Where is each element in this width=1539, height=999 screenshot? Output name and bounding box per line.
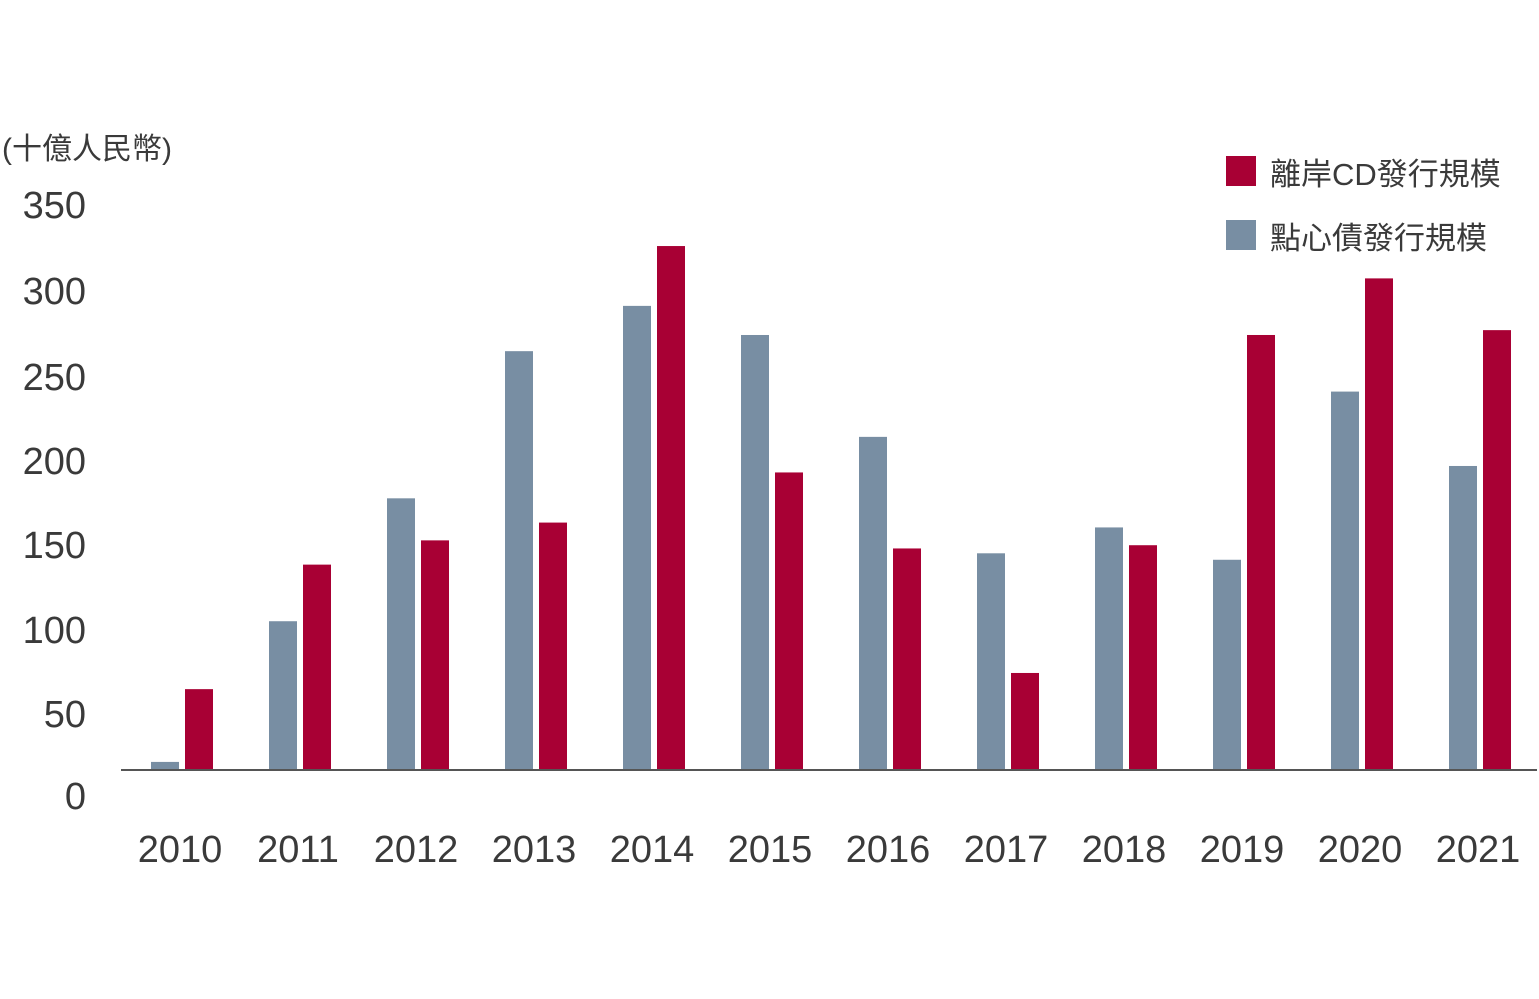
bar-dim-sum-bond-2016 [859, 436, 887, 770]
legend-label-dim-sum-bond: 點心債發行規模 [1270, 220, 1487, 256]
y-tick-label-150: 150 [23, 525, 86, 567]
bar-offshore-cd-2017 [1011, 672, 1039, 770]
x-tick-label-2018: 2018 [1082, 829, 1167, 871]
bar-dim-sum-bond-2017 [977, 553, 1005, 770]
bar-offshore-cd-2019 [1247, 334, 1275, 770]
legend: 離岸CD發行規模 點心債發行規模 [1226, 152, 1501, 280]
bar-dim-sum-bond-2011 [269, 621, 297, 770]
bar-dim-sum-bond-2013 [505, 351, 533, 770]
y-tick-label-300: 300 [23, 271, 86, 313]
bar-offshore-cd-2014 [657, 246, 685, 770]
y-tick-label-200: 200 [23, 441, 86, 483]
legend-item-offshore-cd: 離岸CD發行規模 [1226, 152, 1501, 192]
x-tick-label-2014: 2014 [610, 829, 695, 871]
x-tick-label-2011: 2011 [257, 829, 339, 871]
x-tick-label-2021: 2021 [1436, 829, 1521, 871]
y-tick-label-250: 250 [23, 357, 86, 399]
legend-swatch-offshore-cd [1226, 156, 1256, 186]
bar-offshore-cd-2015 [775, 472, 803, 770]
bar-offshore-cd-2013 [539, 522, 567, 770]
bar-dim-sum-bond-2012 [387, 498, 415, 770]
legend-item-dim-sum-bond: 點心債發行規模 [1226, 216, 1501, 256]
y-tick-label-350: 350 [23, 185, 86, 227]
bar-dim-sum-bond-2015 [741, 334, 769, 770]
y-tick-label-100: 100 [23, 610, 86, 652]
x-tick-label-2016: 2016 [846, 829, 931, 871]
x-tick-label-2020: 2020 [1318, 829, 1403, 871]
y-tick-label-50: 50 [44, 694, 86, 736]
x-tick-label-2013: 2013 [492, 829, 577, 871]
y-axis-unit-label: (十億人民幣) [2, 133, 172, 166]
bar-offshore-cd-2021 [1483, 330, 1511, 770]
x-tick-label-2019: 2019 [1200, 829, 1285, 871]
x-tick-label-2015: 2015 [728, 829, 813, 871]
bar-dim-sum-bond-2010 [151, 761, 179, 770]
bar-offshore-cd-2011 [303, 564, 331, 770]
bar-offshore-cd-2020 [1365, 278, 1393, 770]
bar-offshore-cd-2016 [893, 548, 921, 770]
bar-dim-sum-bond-2018 [1095, 527, 1123, 770]
x-tick-label-2010: 2010 [138, 829, 223, 871]
bar-dim-sum-bond-2014 [623, 305, 651, 770]
bar-offshore-cd-2010 [185, 689, 213, 770]
x-tick-label-2012: 2012 [374, 829, 459, 871]
bar-offshore-cd-2018 [1129, 545, 1157, 770]
y-tick-label-0: 0 [65, 776, 86, 818]
bar-dim-sum-bond-2020 [1331, 391, 1359, 770]
bar-dim-sum-bond-2021 [1449, 465, 1477, 770]
bar-offshore-cd-2012 [421, 540, 449, 770]
x-tick-label-2017: 2017 [964, 829, 1049, 871]
legend-swatch-dim-sum-bond [1226, 220, 1256, 250]
bar-dim-sum-bond-2019 [1213, 559, 1241, 770]
legend-label-offshore-cd: 離岸CD發行規模 [1270, 156, 1501, 192]
